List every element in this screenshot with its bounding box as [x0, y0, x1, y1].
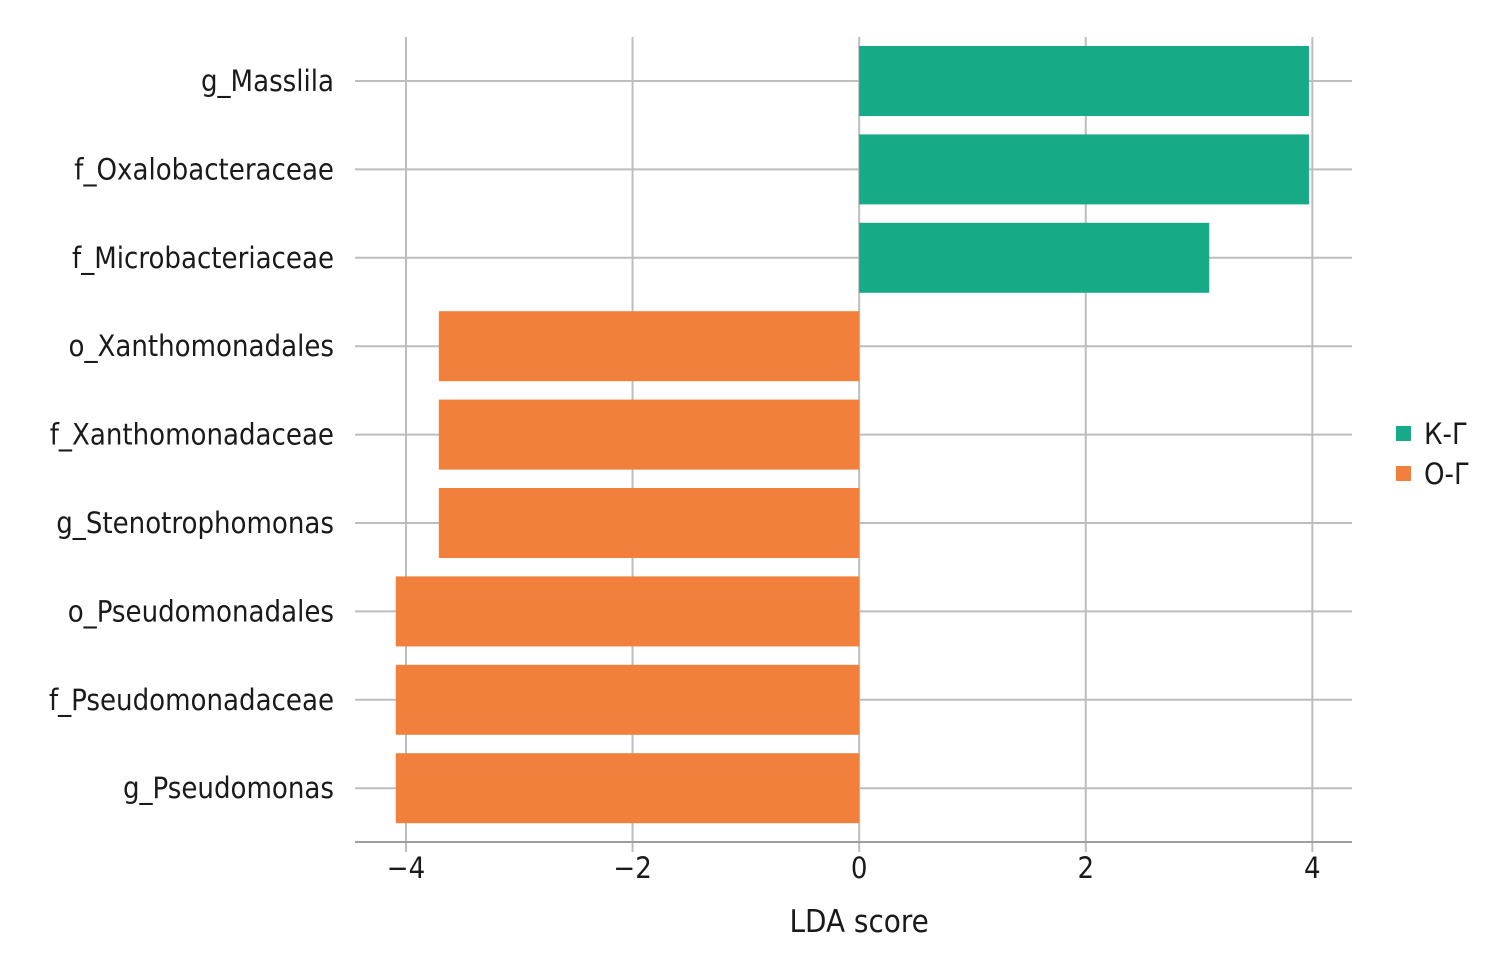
x-axis: −4 −2 0 2 4 [355, 841, 1352, 885]
bar [395, 576, 860, 647]
bar [395, 664, 860, 735]
bar [859, 46, 1309, 116]
bar [438, 311, 860, 382]
category-label: f_Pseudomonadaceae [49, 683, 334, 717]
category-label: g_Masslila [201, 64, 334, 98]
x-axis-title: LDA score [790, 904, 929, 940]
legend-label: О-Г [1424, 457, 1470, 491]
category-labels: g_Masslila f_Oxalobacteraceae f_Microbacte… [49, 64, 334, 805]
category-label: g_Pseudomonas [123, 771, 334, 805]
x-tick-label: 4 [1304, 851, 1321, 885]
category-label: o_Pseudomonadales [68, 594, 334, 628]
category-label: o_Xanthomonadales [69, 329, 334, 363]
legend-swatch [1396, 466, 1411, 481]
category-label: f_Oxalobacteraceae [74, 152, 334, 186]
bars [395, 46, 1309, 824]
x-tick-label: −4 [387, 851, 425, 885]
category-label: f_Microbacteriaceae [72, 241, 334, 275]
bar [859, 134, 1309, 205]
bar [395, 753, 860, 824]
legend-swatch [1396, 426, 1411, 441]
legend: К-Г О-Г [1396, 417, 1470, 491]
x-tick-label: 2 [1077, 851, 1094, 885]
category-label: f_Xanthomonadaceae [50, 418, 334, 452]
legend-label: К-Г [1424, 417, 1468, 451]
bar [438, 488, 860, 558]
bar [859, 222, 1210, 293]
bar [438, 399, 860, 470]
category-label: g_Stenotrophomonas [56, 506, 334, 540]
x-tick-label: −2 [613, 851, 651, 885]
x-tick-label: 0 [851, 851, 868, 885]
